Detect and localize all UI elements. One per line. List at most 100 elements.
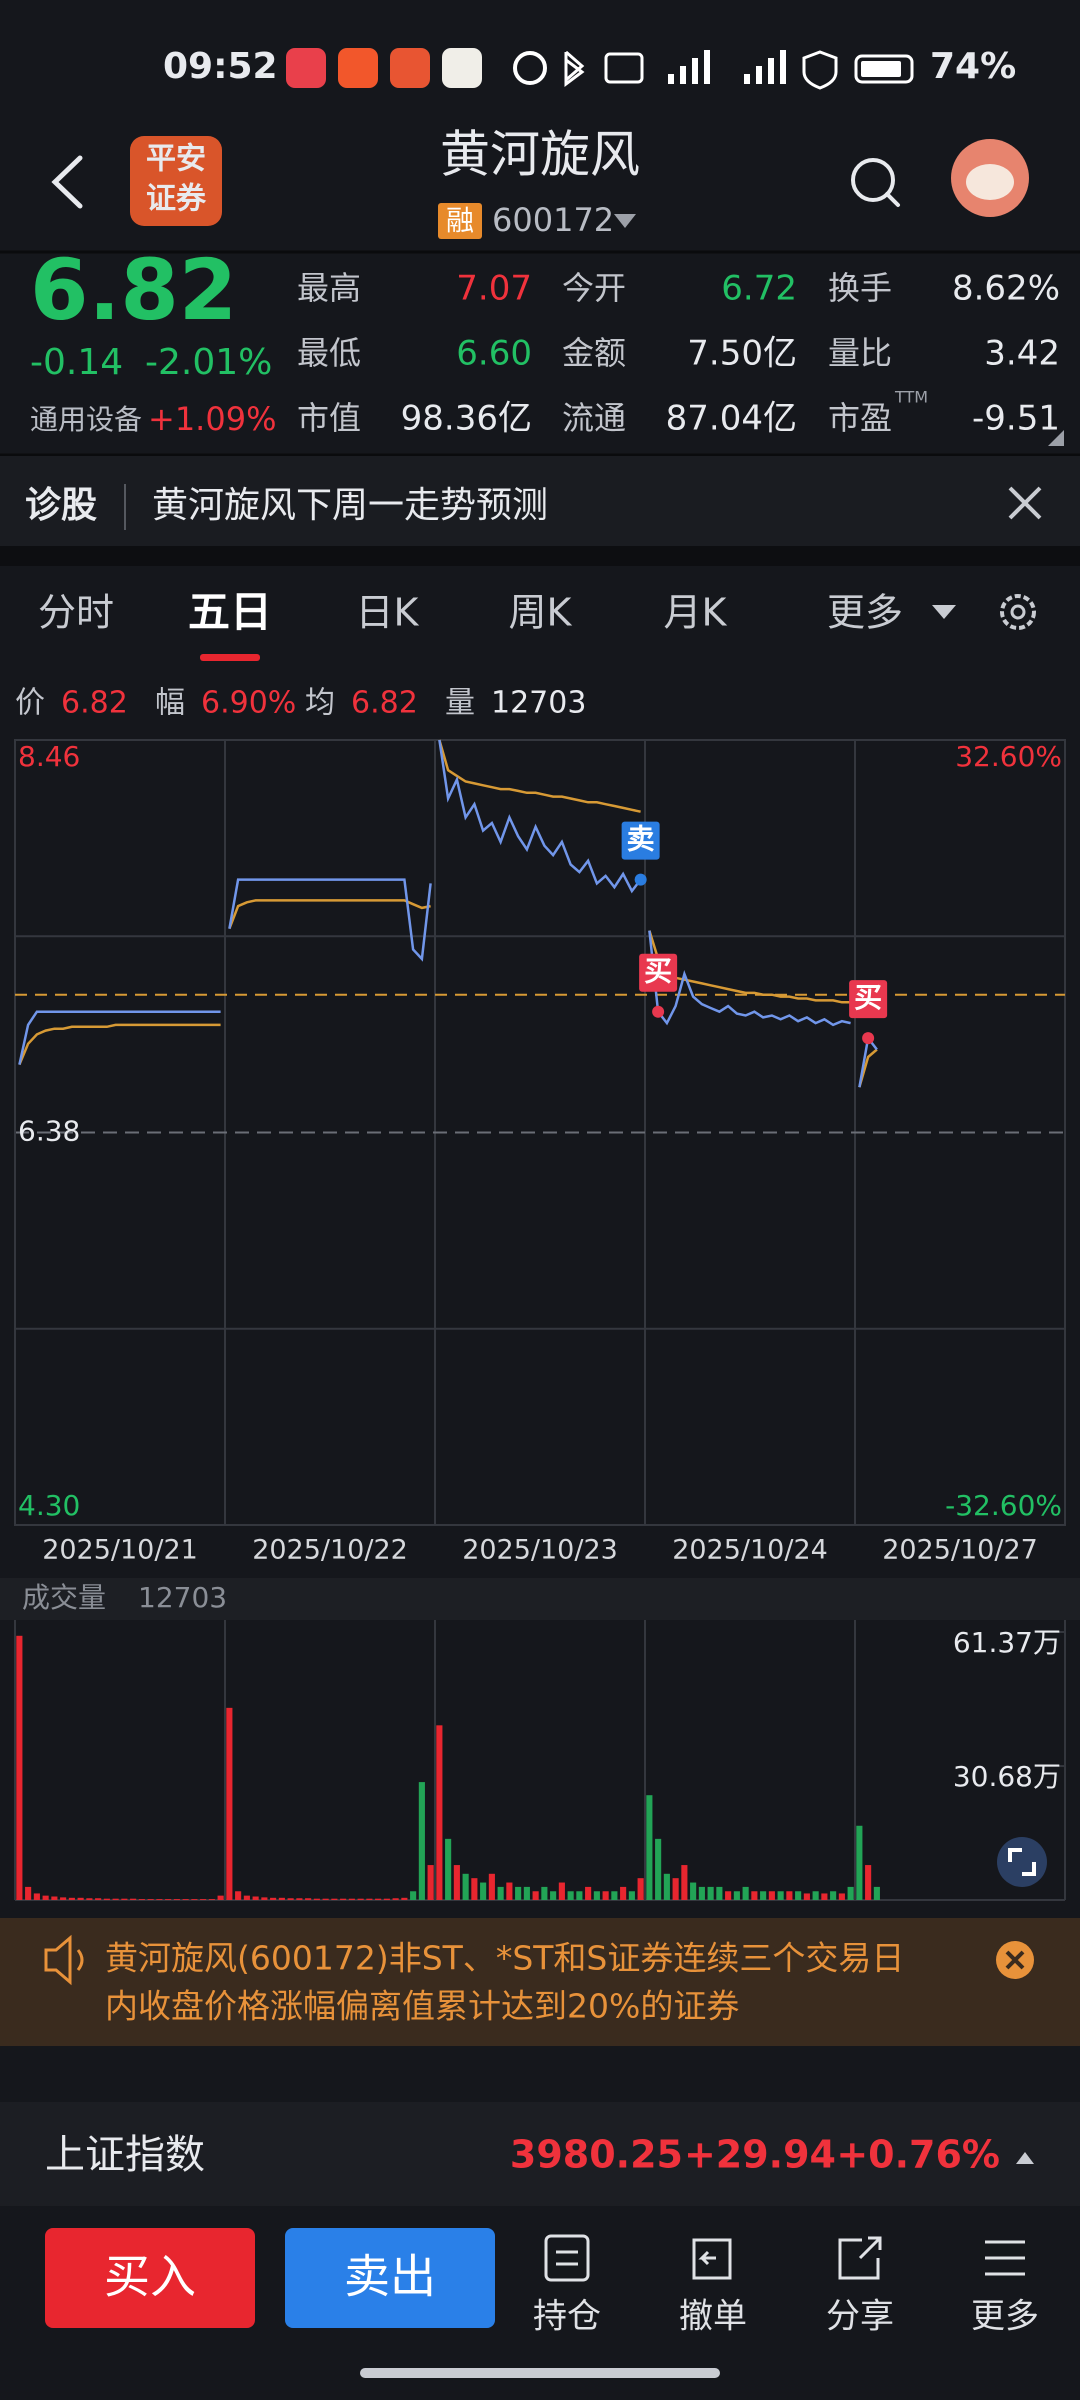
index-change-pct: +0.76%: [836, 2133, 1000, 2177]
more-arrow[interactable]: [932, 605, 956, 619]
info-row: 价 6.82 幅 6.90% 均 6.82 量 12703: [15, 686, 586, 721]
trade-tag-label: 买: [854, 981, 882, 1014]
diagnosis-bar[interactable]: [0, 456, 1080, 546]
stat-value: 98.36亿: [401, 399, 532, 439]
volume-bar: [698, 1886, 705, 1900]
search-button[interactable]: [851, 158, 895, 202]
action-label[interactable]: 持仓: [533, 2297, 601, 2337]
average-line: [228, 899, 431, 930]
tab[interactable]: 周K: [509, 591, 573, 635]
price-change: -0.14: [30, 342, 123, 383]
volume-bar: [340, 1898, 347, 1900]
volume-bar: [68, 1897, 75, 1900]
volume-bar: [182, 1899, 189, 1900]
stat-sup: TTM: [894, 388, 928, 407]
volume-bar: [445, 1838, 452, 1900]
stat-value: 87.04亿: [666, 399, 797, 439]
tab[interactable]: 更多: [827, 591, 903, 635]
broker-logo-text: 证券: [146, 182, 207, 217]
info-value: 6.82: [351, 686, 418, 721]
stat-label: 今开: [562, 269, 626, 307]
volume-bar: [646, 1795, 653, 1900]
index-arrow[interactable]: [1016, 2152, 1034, 2164]
settings-button[interactable]: [1000, 594, 1036, 630]
stock-title: 黄河旋风: [440, 126, 640, 184]
position-icon: [544, 2234, 590, 2282]
volume-bar: [165, 1899, 172, 1900]
volume-bar: [226, 1707, 233, 1900]
action-label[interactable]: 更多: [971, 2297, 1039, 2337]
volume-bar: [795, 1891, 802, 1900]
volume-bar: [112, 1898, 119, 1900]
info-value: 6.90%: [201, 686, 296, 721]
volume-bar: [515, 1886, 522, 1900]
hd-icon: [604, 52, 644, 84]
x-tick-label: 2025/10/22: [252, 1535, 408, 1566]
close-button[interactable]: [1008, 486, 1042, 520]
volume-bar: [208, 1899, 215, 1900]
volume-bar: [838, 1893, 845, 1900]
price-line: [18, 1010, 221, 1065]
volume-bar: [585, 1886, 592, 1900]
action-label[interactable]: 撤单: [679, 2297, 747, 2337]
tab[interactable]: 日K: [356, 591, 420, 635]
x-tick-label: 2025/10/21: [42, 1535, 198, 1566]
volume-bar: [742, 1886, 749, 1900]
trade-tag-label: 卖: [627, 823, 655, 856]
index-value: 3980.25: [510, 2133, 683, 2177]
action-label[interactable]: 分享: [826, 2297, 894, 2337]
sector-change: +1.09%: [148, 400, 276, 438]
sell-button[interactable]: [285, 2228, 495, 2328]
volume-bar: [637, 1878, 644, 1900]
buy-button[interactable]: [45, 2228, 255, 2328]
stat-value: -9.51: [972, 399, 1060, 439]
settings-center: [1010, 604, 1026, 620]
tab[interactable]: 月K: [664, 591, 728, 635]
stat-label: 量比: [828, 334, 892, 372]
volume-bar: [812, 1891, 819, 1900]
notice-bar[interactable]: [0, 1918, 1080, 2046]
buy-label: 买入: [104, 2250, 196, 2304]
volume-bar: [786, 1891, 793, 1900]
volume-bar: [611, 1891, 618, 1900]
expand-button[interactable]: [997, 1837, 1047, 1887]
volume-bar: [576, 1891, 583, 1900]
broker-logo[interactable]: [130, 136, 222, 226]
share-icon: [838, 2236, 882, 2280]
stat-value: 7.07: [456, 269, 532, 309]
volume-bar: [620, 1886, 627, 1900]
volume-bar: [25, 1886, 32, 1900]
plot-frame: [14, 739, 1066, 1526]
info-value: 12703: [491, 686, 586, 721]
volume-bar: [550, 1891, 557, 1900]
action-items: 持仓 撤单 分享 更多: [533, 2297, 1039, 2337]
volume-bar: [60, 1897, 67, 1900]
tab[interactable]: 分时: [38, 591, 114, 635]
dropdown-arrow[interactable]: [614, 214, 636, 228]
index-bar[interactable]: [0, 2102, 1080, 2206]
average-line: [18, 1023, 221, 1066]
volume-bar: [86, 1898, 93, 1900]
volume-bar: [270, 1897, 277, 1900]
price-line: [648, 930, 851, 1027]
corner-mark: [1048, 430, 1064, 446]
volume-bar: [366, 1898, 373, 1900]
volume-bar: [523, 1886, 530, 1900]
tab[interactable]: 五日: [188, 588, 272, 637]
signal-icon: [668, 50, 710, 84]
volume-bar: [410, 1891, 417, 1900]
volume-bar: [873, 1886, 880, 1900]
volume-bar: [138, 1899, 145, 1900]
bluetooth-icon: [564, 50, 585, 87]
volume-chart: 成交量 12703 61.37万 30.68万: [0, 1578, 1080, 1901]
volume-bar: [357, 1898, 364, 1900]
broker-logo-text: 平安: [146, 142, 206, 177]
expand-icon: [1008, 1848, 1036, 1876]
volume-bar: [217, 1895, 224, 1900]
trade-tag-label: 买: [644, 955, 672, 988]
volume-bar: [252, 1896, 259, 1900]
back-button[interactable]: [51, 155, 83, 209]
info-label: 量: [445, 686, 475, 721]
volume-bar: [348, 1898, 355, 1900]
